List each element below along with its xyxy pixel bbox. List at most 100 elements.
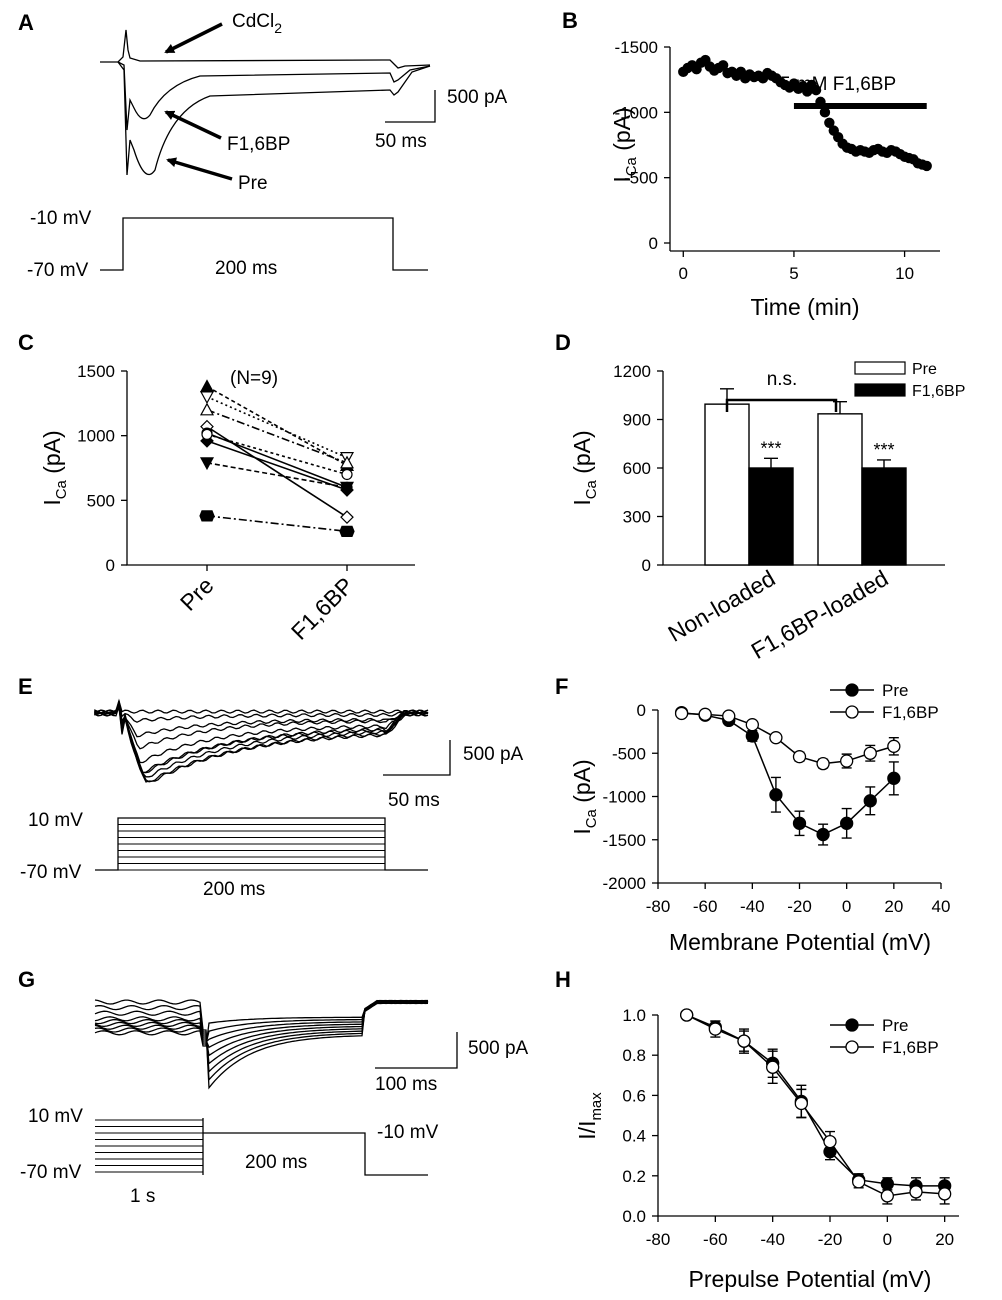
chart-h: 0.0 0.2 0.4 0.6 0.8 1.0 -80 -60 -40 -20 0 20Prepuls…: [574, 1006, 959, 1292]
current-trace: [94, 703, 429, 738]
arrow-cdcl2: [164, 22, 223, 54]
y-tick-label: -2000: [603, 874, 646, 893]
panel-label-a: A: [18, 10, 34, 35]
data-point: [199, 391, 215, 405]
x-tick-label: Pre: [175, 572, 219, 616]
legend-label: F1,6BP: [882, 703, 939, 722]
traces-g: [94, 999, 429, 1090]
y-tick-label: 1500: [77, 362, 115, 381]
label-f16bp-a: F1,6BP: [227, 134, 290, 155]
current-trace: [94, 999, 429, 1074]
legend-marker: [845, 705, 859, 719]
panel-label-b: B: [562, 8, 578, 33]
bar: [748, 467, 794, 566]
series-line: [681, 712, 895, 765]
data-point: [810, 84, 822, 96]
x-tick-label: -20: [818, 1230, 843, 1249]
error-bar: [764, 457, 778, 468]
arrow-pre: [166, 157, 233, 181]
data-point: [792, 750, 807, 764]
arrow-f16bp: [164, 110, 222, 140]
data-point: [698, 707, 712, 721]
data-point: [840, 816, 854, 830]
current-trace: [94, 999, 429, 1047]
data-point: [816, 756, 830, 771]
y-axis-label: I/Imax: [574, 1092, 605, 1140]
voltage-protocol-g: [95, 1118, 428, 1176]
label-cdcl2: CdCl2: [232, 11, 282, 36]
vhold-label-a: -70 mV: [27, 260, 89, 281]
current-trace: [94, 702, 429, 764]
data-point: [708, 1022, 722, 1036]
data-point: [794, 1096, 808, 1111]
x-tick-label: 0: [883, 1230, 892, 1249]
y-tick-label: -1000: [603, 788, 646, 807]
scale-time-e: 50 ms: [388, 790, 440, 811]
y-tick-label: 900: [623, 411, 651, 430]
bar: [861, 467, 907, 566]
x-tick-label: 20: [884, 897, 903, 916]
x-axis-label: Prepulse Potential (mV): [689, 1266, 932, 1292]
scale-bar-g: [375, 1032, 458, 1069]
series-line: [206, 440, 348, 491]
data-point: [921, 160, 932, 172]
prepulse-label-g: 1 s: [130, 1186, 155, 1207]
y-tick-label: -1500: [615, 38, 658, 57]
protocol-outline: [202, 1118, 428, 1176]
label-pre-a: Pre: [238, 173, 268, 194]
trace-cdcl2: [100, 29, 431, 69]
panel-label-e: E: [18, 674, 33, 699]
data-point: [717, 60, 729, 71]
axes: [657, 710, 941, 884]
x-tick-label: -60: [693, 897, 718, 916]
ns-bracket: [725, 398, 838, 412]
panel-label-c: C: [18, 330, 34, 355]
data-point: [852, 1175, 866, 1189]
panel-c: C (N=9) 0 500 1000 1500 Pre F1,6BP ICa (pA): [18, 330, 415, 645]
series-line: [206, 462, 348, 489]
y-tick-label: 0.0: [622, 1207, 646, 1226]
current-trace: [94, 704, 429, 774]
data-point: [199, 510, 215, 522]
scale-bar-e: [383, 740, 451, 776]
scale-current-a: 500 pA: [447, 87, 508, 108]
panel-h: H 0.0 0.2 0.4 0.6 0.8 1.0 -80 -60 -40 -20 0 20Prepu…: [555, 967, 959, 1292]
vtop-label-g: 10 mV: [28, 1106, 83, 1127]
current-trace: [94, 698, 429, 714]
panel-e: E 500 pA 50 ms 10 mV -70 mV 200 ms: [18, 674, 524, 900]
vtest-label-g: -10 mV: [377, 1122, 439, 1143]
trace-f16bp: [117, 61, 431, 131]
current-trace: [94, 700, 429, 723]
scale-current-g: 500 pA: [468, 1038, 529, 1059]
x-tick-label: 0: [679, 264, 688, 283]
x-axis-label: Membrane Potential (mV): [669, 929, 931, 955]
y-tick-label: 1.0: [622, 1006, 646, 1025]
voltage-protocol-a: [100, 217, 428, 271]
current-trace: [94, 700, 429, 783]
series-line: [206, 425, 348, 518]
x-tick-label: -60: [703, 1230, 728, 1249]
data-point: [938, 1187, 952, 1201]
voltage-protocol-e: [95, 817, 428, 871]
series-line: [686, 1014, 945, 1197]
y-axis-label: ICa (pA): [39, 430, 70, 505]
legend-label: Pre: [882, 1016, 908, 1035]
y-tick-label: 1000: [77, 427, 115, 446]
y-tick-label: 0: [637, 701, 646, 720]
scale-bar-a: [385, 90, 436, 123]
legend-marker: [845, 683, 859, 697]
data-point: [769, 731, 783, 745]
x-axis-label: Time (min): [750, 294, 859, 320]
data-point: [199, 379, 215, 393]
axes: [669, 47, 940, 252]
y-tick-label: 500: [87, 491, 115, 510]
data-point: [745, 729, 759, 743]
data-point: [887, 771, 901, 785]
data-point: [824, 117, 835, 128]
significance-stars: ***: [760, 438, 781, 458]
x-tick-label: 0: [842, 897, 851, 916]
scale-time-g: 100 ms: [375, 1074, 437, 1095]
data-point: [769, 788, 783, 802]
series-line: [206, 385, 348, 467]
